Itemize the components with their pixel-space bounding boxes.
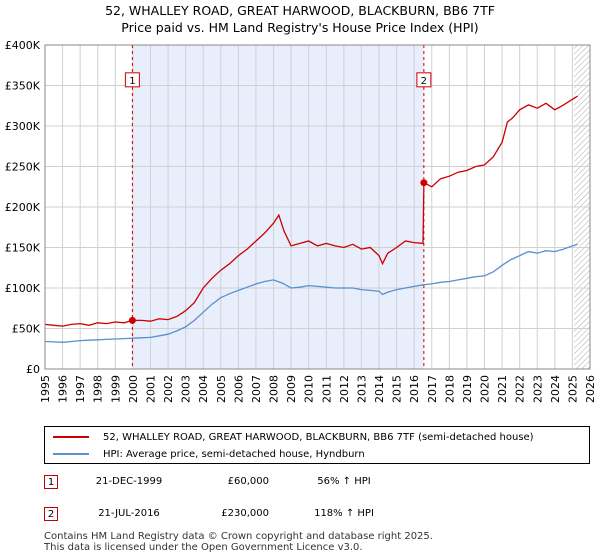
x-tick-label: 2022: [514, 375, 527, 403]
x-tick-label: 2014: [373, 375, 386, 403]
price-chart: £0 £50K £100K £150K £200K £250K £300K £350K £400…: [5, 39, 597, 403]
sale-point: [128, 316, 136, 324]
transaction-badge: 2: [44, 507, 58, 521]
transaction-badge: 1: [44, 475, 58, 489]
x-tick-label: 1996: [57, 375, 70, 403]
x-tick-label: 2018: [443, 375, 456, 403]
x-tick-label: 1997: [74, 375, 87, 403]
y-tick-label: £50K: [12, 323, 41, 336]
y-tick-label: £100K: [5, 282, 41, 295]
x-tick-label: 2010: [303, 375, 316, 403]
x-tick-label: 2017: [426, 375, 439, 403]
transaction-hpi-change: 118% ↑ HPI: [314, 508, 374, 519]
x-tick-label: 2006: [232, 375, 245, 403]
y-tick-label: £400K: [5, 39, 41, 52]
sale-point: [420, 179, 428, 187]
transaction-date: 21-JUL-2016: [98, 508, 160, 519]
x-tick-label: 2024: [549, 375, 562, 403]
transaction-date: 21-DEC-1999: [95, 476, 163, 487]
x-tick-label: 2005: [215, 375, 228, 403]
legend: 52, WHALLEY ROAD, GREAT HARWOOD, BLACKBU…: [44, 426, 590, 464]
x-tick-label: 2002: [162, 375, 175, 403]
y-tick-label: £300K: [5, 120, 41, 133]
x-tick-label: 2003: [180, 375, 193, 403]
transaction-row: 2 21-JUL-2016 £230,000 118% ↑ HPI: [44, 507, 444, 523]
x-tick-label: 2020: [479, 375, 492, 403]
y-tick-label: £150K: [5, 242, 41, 255]
x-tick-label: 1995: [39, 375, 52, 403]
sale-label-box: [416, 72, 432, 88]
transaction-row: 1 21-DEC-1999 £60,000 56% ↑ HPI: [44, 475, 444, 491]
title-address: 52, WHALLEY ROAD, GREAT HARWOOD, BLACKBU…: [105, 3, 495, 18]
x-tick-label: 2023: [531, 375, 544, 403]
transaction-hpi-change: 56% ↑ HPI: [317, 476, 371, 487]
sale-label-number: 2: [421, 76, 427, 87]
legend-label-property: 52, WHALLEY ROAD, GREAT HARWOOD, BLACKBU…: [103, 431, 534, 443]
y-tick-label: £350K: [5, 80, 41, 93]
plot-frame: [44, 44, 591, 370]
sale-label-box: [124, 72, 140, 88]
x-tick-label: 2015: [391, 375, 404, 403]
x-tick-label: 1998: [92, 375, 105, 403]
x-tick-label: 2025: [566, 375, 579, 403]
hpi-line: [44, 243, 578, 343]
legend-label-hpi: HPI: Average price, semi-detached house,…: [103, 448, 365, 460]
transaction-price: £230,000: [221, 508, 269, 519]
sale-label-number: 1: [129, 76, 135, 87]
x-tick-label: 2004: [197, 375, 210, 403]
legend-swatch-hpi: [53, 453, 89, 455]
legend-item-hpi: HPI: Average price, semi-detached house,…: [53, 446, 365, 462]
x-tick-label: 2000: [127, 375, 140, 403]
footer-copyright: Contains HM Land Registry data © Crown c…: [44, 531, 433, 542]
footer: Contains HM Land Registry data © Crown c…: [44, 531, 433, 553]
legend-swatch-property: [53, 436, 89, 438]
x-tick-label: 2011: [320, 375, 333, 403]
x-tick-label: 2009: [285, 375, 298, 403]
y-tick-label: £0: [26, 363, 40, 376]
chart-title: 52, WHALLEY ROAD, GREAT HARWOOD, BLACKBU…: [0, 2, 600, 36]
x-tick-label: 2007: [250, 375, 263, 403]
x-tick-label: 2016: [408, 375, 421, 403]
legend-item-property: 52, WHALLEY ROAD, GREAT HARWOOD, BLACKBU…: [53, 429, 534, 445]
x-tick-label: 2012: [338, 375, 351, 403]
y-tick-label: £200K: [5, 201, 41, 214]
footer-licence: This data is licensed under the Open Gov…: [44, 542, 363, 553]
transaction-price: £60,000: [227, 476, 269, 487]
x-tick-label: 2013: [355, 375, 368, 403]
x-tick-label: 2001: [144, 375, 157, 403]
title-subtitle: Price paid vs. HM Land Registry's House …: [121, 20, 479, 35]
x-tick-label: 2026: [584, 375, 597, 403]
x-tick-label: 1999: [109, 375, 122, 403]
x-tick-label: 2019: [461, 375, 474, 403]
x-tick-label: 2008: [268, 375, 281, 403]
y-tick-label: £250K: [5, 161, 41, 174]
x-tick-label: 2021: [496, 375, 509, 403]
property-price-line: [44, 95, 579, 327]
